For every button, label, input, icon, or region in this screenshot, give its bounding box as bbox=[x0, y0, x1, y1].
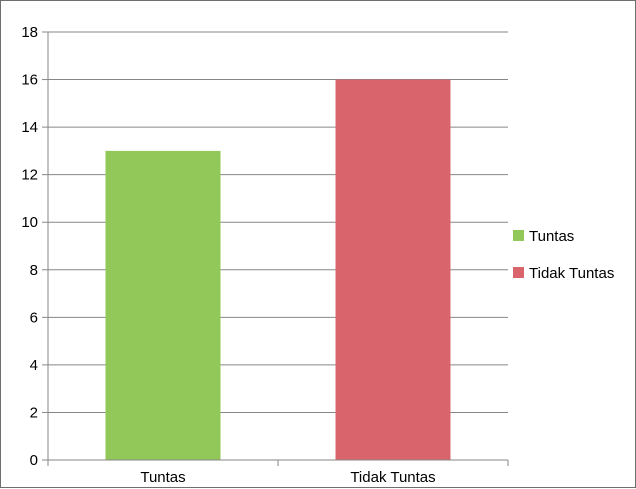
bar-tidak-tuntas bbox=[335, 79, 451, 461]
y-tick-label: 14 bbox=[21, 119, 38, 136]
bar-tuntas bbox=[105, 150, 221, 460]
bars bbox=[105, 79, 451, 461]
legend: Tuntas Tidak Tuntas bbox=[513, 228, 614, 282]
legend-swatch bbox=[513, 267, 524, 278]
y-tick-label: 10 bbox=[21, 214, 38, 231]
legend-label: Tuntas bbox=[529, 228, 574, 245]
x-tick-label: Tidak Tuntas bbox=[350, 469, 435, 486]
y-tick-label: 12 bbox=[21, 167, 38, 184]
y-tick-label: 2 bbox=[30, 404, 38, 421]
y-tick-label: 6 bbox=[30, 309, 38, 326]
y-tick-label: 8 bbox=[30, 262, 38, 279]
x-axis-ticks: Tuntas Tidak Tuntas bbox=[47, 460, 509, 486]
y-tick-label: 0 bbox=[30, 452, 38, 469]
legend-swatch bbox=[513, 230, 524, 241]
y-axis-ticks: 0 2 4 6 8 10 12 14 16 18 bbox=[21, 24, 48, 469]
y-tick-label: 16 bbox=[21, 72, 38, 89]
legend-label: Tidak Tuntas bbox=[529, 265, 614, 282]
y-tick-label: 18 bbox=[21, 24, 38, 41]
y-tick-label: 4 bbox=[30, 357, 38, 374]
x-tick-label: Tuntas bbox=[140, 469, 185, 486]
